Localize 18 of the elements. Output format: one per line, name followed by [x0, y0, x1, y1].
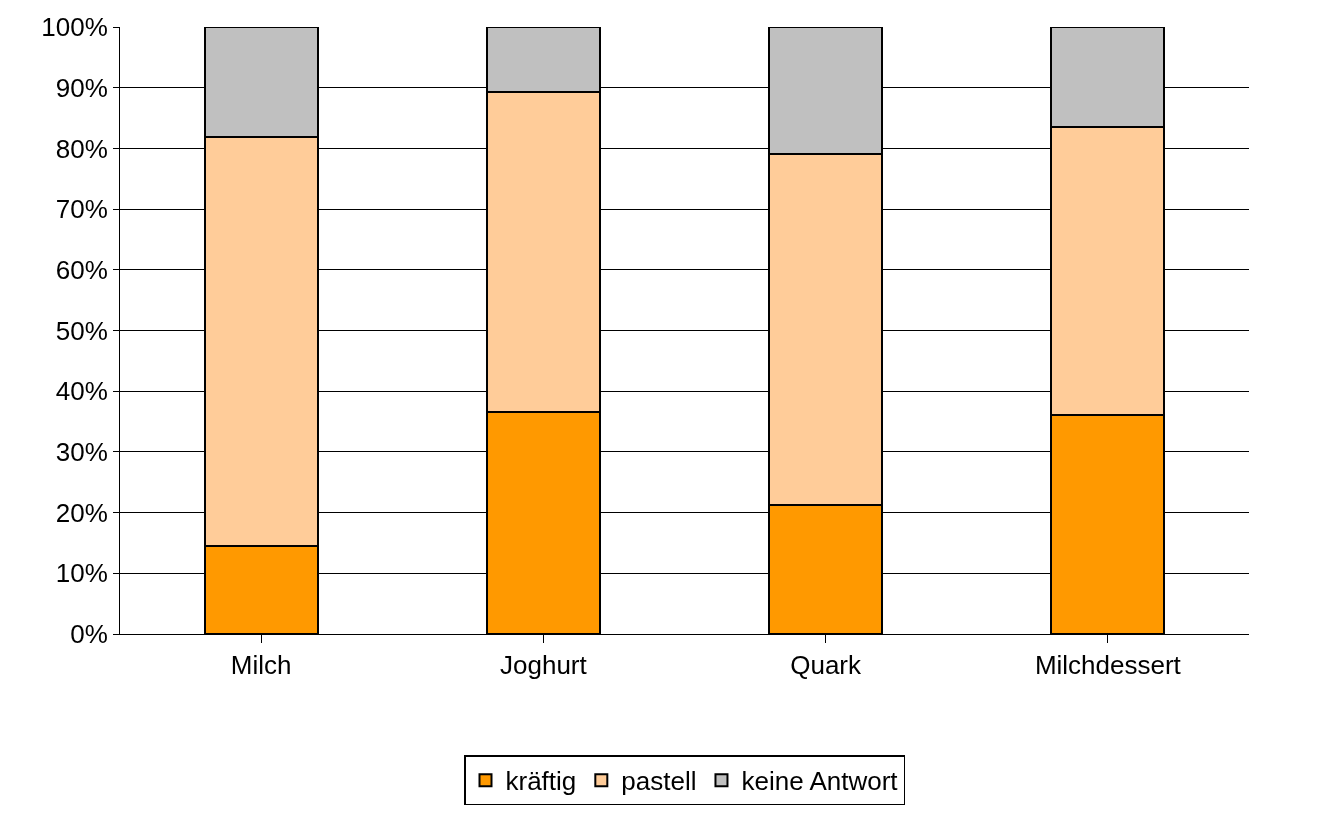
y-tick-label: 20% [55, 497, 108, 528]
y-tick-label: 60% [55, 254, 108, 285]
legend-label: pastell [621, 766, 697, 797]
y-tick-label: 30% [55, 437, 108, 467]
y-tick-label: 70% [55, 194, 108, 225]
legend-label: keine Antwort [741, 766, 899, 797]
y-tick-label: 80% [55, 133, 108, 164]
x-tick-label: Quark [790, 650, 863, 681]
y-tick-label: 100% [41, 12, 108, 43]
x-tick-label: Milchdessert [1034, 650, 1182, 681]
y-tick-label: 50% [55, 315, 108, 346]
y-tick-label: 40% [55, 376, 108, 407]
x-tick-label: Milch [230, 650, 292, 681]
y-tick-label: 0% [70, 619, 108, 650]
y-tick-label: 90% [55, 72, 108, 103]
legend-label: kräftig [505, 766, 577, 797]
y-tick-label: 10% [55, 558, 108, 589]
x-tick-label: Joghurt [500, 650, 588, 681]
